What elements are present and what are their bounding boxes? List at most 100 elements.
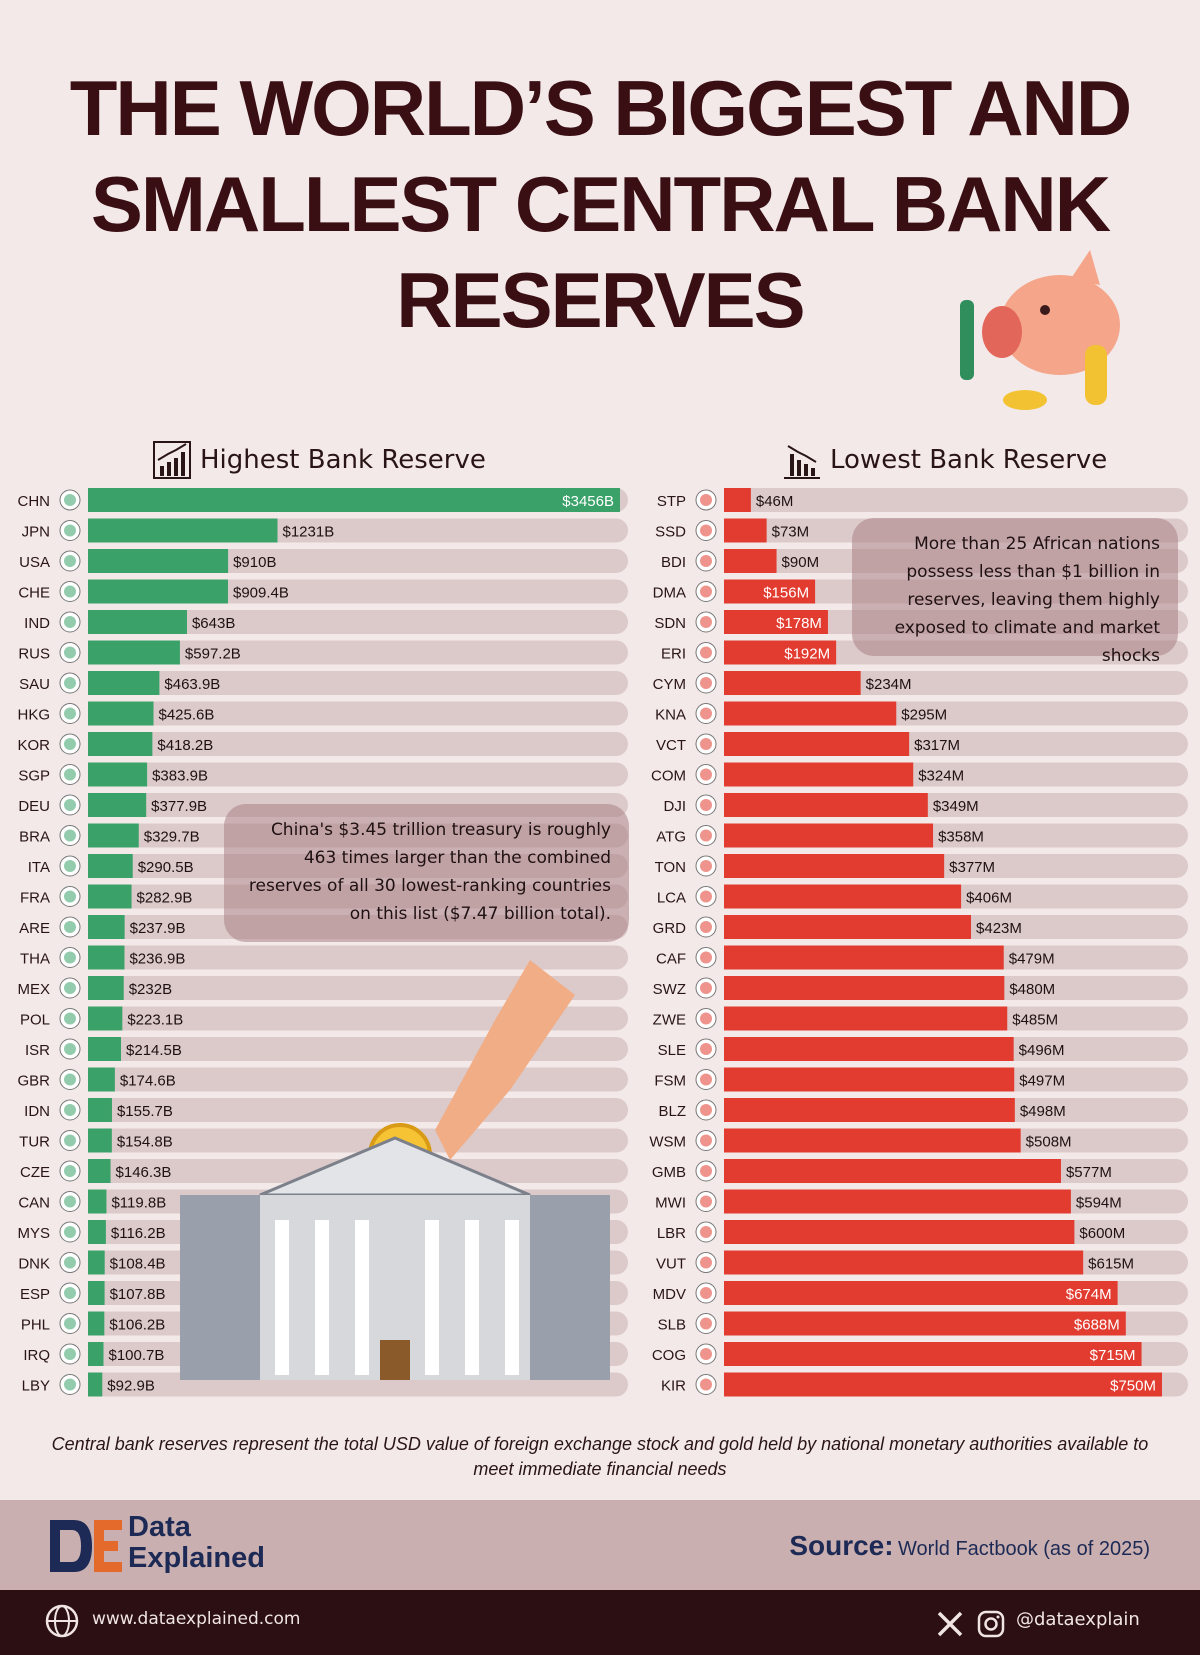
source: Source: World Factbook (as of 2025) <box>789 1530 1150 1562</box>
lowest-track <box>724 884 1188 909</box>
highest-value-label: $909.4B <box>233 585 289 602</box>
highest-category-label: SAU <box>19 676 50 693</box>
highest-bar <box>88 488 620 512</box>
lowest-value-label: $496M <box>1019 1042 1065 1059</box>
highest-flag-icon <box>59 1374 81 1395</box>
social-handle[interactable]: @dataexplain <box>1016 1609 1140 1630</box>
highest-bar <box>88 793 147 817</box>
highest-bar <box>88 1281 105 1305</box>
title-line-1: THE WORLD’S BIGGEST AND <box>69 64 1132 152</box>
website-link[interactable]: www.dataexplained.com <box>92 1609 301 1629</box>
source-text: World Factbook (as of 2025) <box>898 1538 1150 1560</box>
highest-category-label: MYS <box>17 1225 50 1242</box>
highest-flag-icon <box>59 489 81 511</box>
lowest-value-label: $577M <box>1066 1164 1112 1181</box>
x-icon[interactable] <box>936 1610 964 1638</box>
lowest-flag-icon <box>695 1252 717 1273</box>
highest-flag-fill <box>64 677 76 689</box>
lowest-category-label: KNA <box>655 707 686 724</box>
lowest-flag-icon <box>695 825 717 846</box>
highest-flag-fill <box>64 1378 76 1391</box>
lowest-category-label: ATG <box>656 829 686 846</box>
highest-flag-fill <box>64 1256 76 1269</box>
lowest-bar <box>724 1220 1075 1244</box>
highest-value-label: $418.2B <box>157 737 213 754</box>
highest-category-label: DEU <box>18 798 50 815</box>
lowest-flag-fill <box>700 677 712 689</box>
lowest-flag-icon <box>695 581 717 602</box>
lowest-bar <box>724 640 837 665</box>
highest-flag-icon <box>59 642 81 663</box>
lowest-flag-icon <box>695 764 717 785</box>
highest-category-label: PHL <box>21 1317 50 1334</box>
highest-category-label: POL <box>20 1012 50 1029</box>
lowest-bar <box>724 945 1004 970</box>
highest-flag-fill <box>64 1195 76 1208</box>
highest-category-label: CHE <box>18 585 50 602</box>
instagram-icon[interactable] <box>976 1609 1006 1639</box>
highest-flag-icon <box>59 703 81 724</box>
lowest-flag-icon <box>695 703 717 724</box>
lowest-category-label: SSD <box>655 524 686 541</box>
highest-category-label: ARE <box>19 920 50 937</box>
highest-flag-icon <box>59 1160 81 1182</box>
highest-flag-icon <box>59 794 81 816</box>
lowest-track <box>724 1342 1188 1366</box>
lowest-flag-fill <box>700 524 712 537</box>
highest-flag-fill <box>64 1165 76 1177</box>
highest-track <box>88 488 628 512</box>
highest-flag-icon <box>59 1282 81 1304</box>
highest-value-label: $236.9B <box>129 951 185 968</box>
highest-bar <box>88 1037 122 1061</box>
lowest-flag-icon <box>695 520 717 541</box>
highest-bar <box>88 1006 123 1031</box>
highest-bar <box>88 579 228 604</box>
lowest-flag-icon <box>695 672 717 694</box>
lowest-flag-icon <box>695 1160 717 1182</box>
lowest-flag-fill <box>700 616 712 628</box>
lowest-bar <box>724 1311 1126 1336</box>
lowest-flag-icon <box>695 1099 717 1121</box>
lowest-flag-icon <box>695 916 717 938</box>
brand-line-2: Explained <box>128 1542 265 1574</box>
highest-bar <box>88 762 148 787</box>
highest-flag-fill <box>64 982 76 994</box>
highest-flag-fill <box>64 860 76 872</box>
lowest-track <box>724 488 1188 512</box>
chart-up-icon <box>153 441 191 479</box>
lowest-value-label: $358M <box>938 829 984 846</box>
highest-value-label: $463.9B <box>164 676 220 693</box>
footer-band <box>0 1590 1200 1655</box>
highest-value-label: $383.9B <box>152 768 208 785</box>
globe-icon[interactable] <box>44 1603 80 1639</box>
highest-category-label: IDN <box>24 1103 50 1120</box>
lowest-category-label: MWI <box>655 1195 686 1212</box>
highest-flag-fill <box>64 738 76 750</box>
highest-flag-icon <box>59 520 81 541</box>
highest-flag-fill <box>64 1348 76 1360</box>
highest-category-label: KOR <box>17 737 50 754</box>
lowest-bar <box>724 1250 1084 1275</box>
lowest-flag-fill <box>700 738 712 750</box>
highest-track <box>88 762 628 787</box>
lowest-flag-icon <box>695 1282 717 1304</box>
highest-flag-icon <box>59 1252 81 1273</box>
lowest-track <box>724 945 1188 970</box>
lowest-category-label: COM <box>651 768 686 785</box>
highest-value-label: $232B <box>129 981 172 998</box>
lowest-track <box>724 1281 1188 1305</box>
highest-flag-fill <box>64 768 76 781</box>
lowest-value-label: $485M <box>1012 1012 1058 1029</box>
highest-value-label: $107.8B <box>110 1286 166 1303</box>
highest-bar <box>88 915 125 939</box>
highest-heading-label: Highest Bank Reserve <box>200 445 486 475</box>
highest-category-label: USA <box>19 554 50 571</box>
lowest-track <box>724 793 1188 817</box>
highest-flag-icon <box>59 947 81 968</box>
lowest-track <box>724 1037 1188 1061</box>
lowest-flag-icon <box>695 550 717 572</box>
highest-flag-icon <box>59 1313 81 1334</box>
lowest-flag-icon <box>695 1008 717 1029</box>
lowest-flag-icon <box>695 794 717 816</box>
lowest-value-label: $234M <box>866 676 912 693</box>
